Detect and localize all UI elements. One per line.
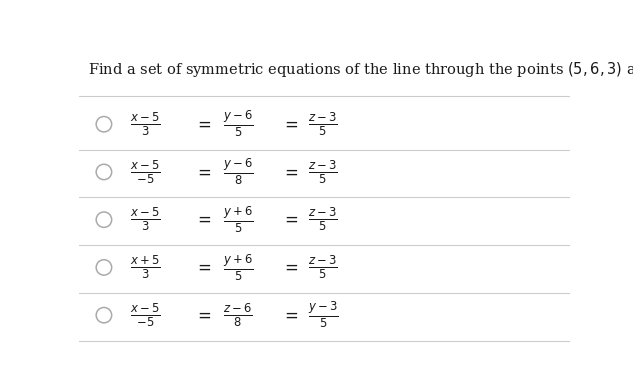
Text: $\frac{z-3}{5}$: $\frac{z-3}{5}$ [308,254,338,281]
Text: $=$: $=$ [194,259,212,276]
Text: $=$: $=$ [281,211,299,228]
Text: $\frac{z-6}{8}$: $\frac{z-6}{8}$ [223,301,253,329]
Text: $\frac{x-5}{-5}$: $\frac{x-5}{-5}$ [130,158,160,186]
Text: $=$: $=$ [194,163,212,180]
Text: $=$: $=$ [281,259,299,276]
Text: $=$: $=$ [281,116,299,133]
Text: $\frac{z-3}{5}$: $\frac{z-3}{5}$ [308,206,338,233]
Text: $\frac{z-3}{5}$: $\frac{z-3}{5}$ [308,158,338,186]
Text: $\frac{x-5}{-5}$: $\frac{x-5}{-5}$ [130,301,160,329]
Text: $\frac{x-5}{3}$: $\frac{x-5}{3}$ [130,206,160,233]
Text: $=$: $=$ [281,307,299,324]
Text: $\frac{y-6}{5}$: $\frac{y-6}{5}$ [223,109,253,139]
Text: $\frac{x+5}{3}$: $\frac{x+5}{3}$ [130,254,160,281]
Text: $\frac{y+6}{5}$: $\frac{y+6}{5}$ [223,205,253,235]
Text: Find a set of symmetric equations of the line through the points $(5, 6, 3)$ and: Find a set of symmetric equations of the… [89,60,633,79]
Text: $\frac{y-3}{5}$: $\frac{y-3}{5}$ [308,300,339,330]
Text: $=$: $=$ [194,116,212,133]
Text: $\frac{z-3}{5}$: $\frac{z-3}{5}$ [308,111,338,138]
Text: $=$: $=$ [194,307,212,324]
Text: $=$: $=$ [281,163,299,180]
Text: $\frac{x-5}{3}$: $\frac{x-5}{3}$ [130,111,160,138]
Text: $=$: $=$ [194,211,212,228]
Text: $\frac{y-6}{8}$: $\frac{y-6}{8}$ [223,157,253,187]
Text: $\frac{y+6}{5}$: $\frac{y+6}{5}$ [223,252,253,283]
